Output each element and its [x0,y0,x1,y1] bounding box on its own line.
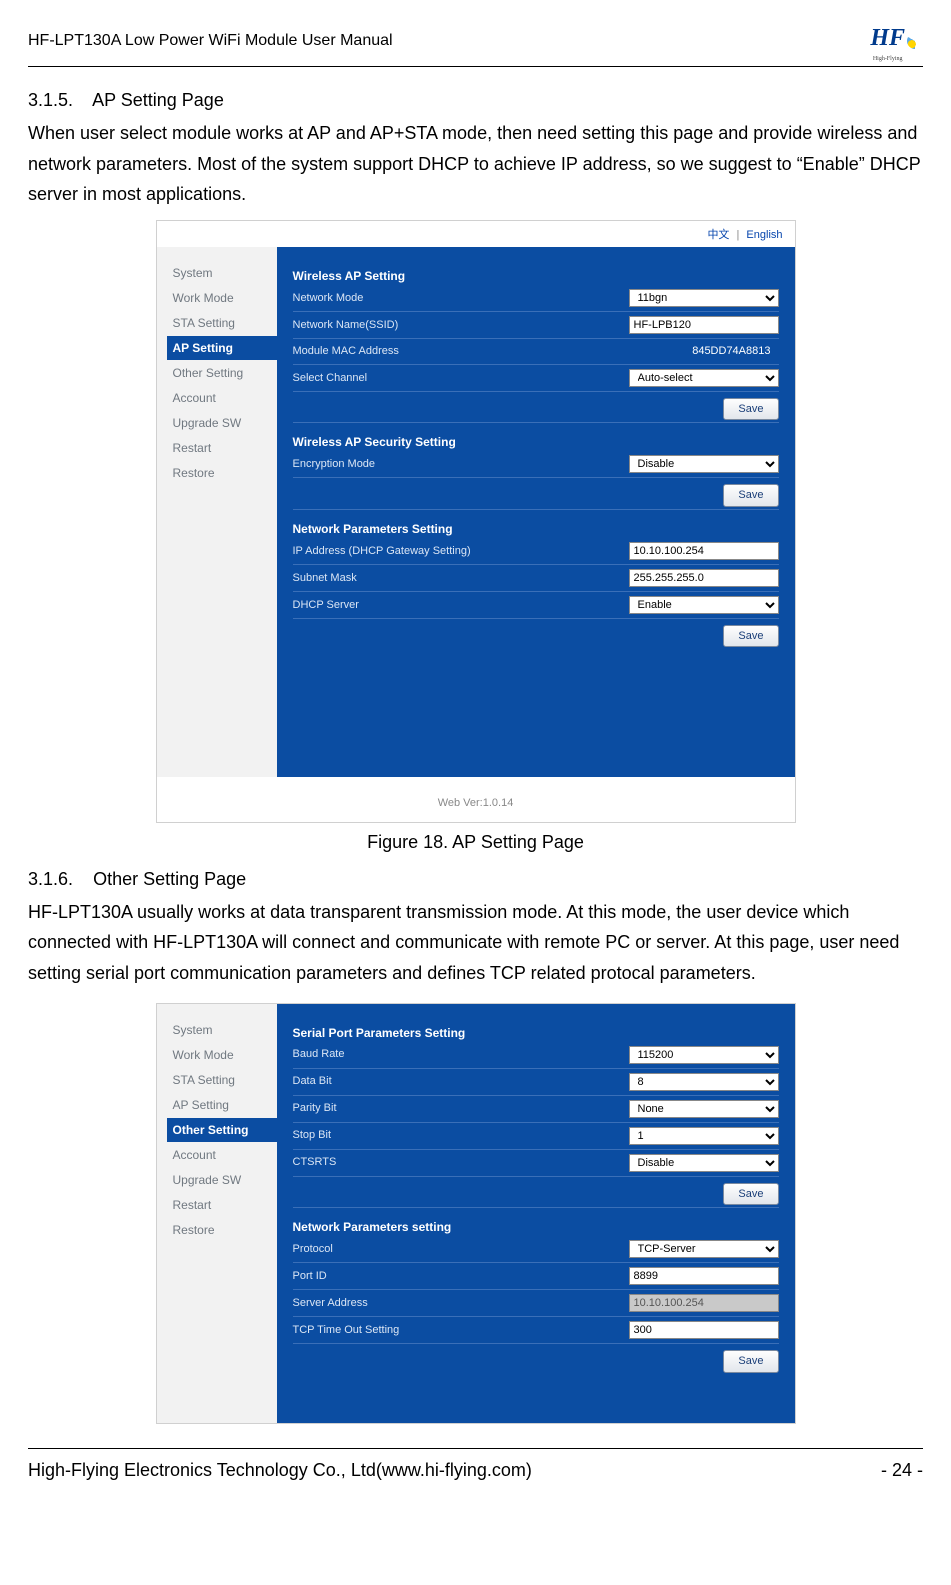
figure-other-screenshot: System Work Mode STA Setting AP Setting … [156,1003,796,1424]
sidebar-item-sta[interactable]: STA Setting [167,311,277,335]
sidebar-item-other[interactable]: Other Setting [167,1118,277,1142]
fig19-main-panel: Serial Port Parameters Setting Baud Rate… [277,1004,795,1423]
enc-label: Encryption Mode [293,456,629,473]
footer-page: - 24 - [881,1457,923,1484]
section-number: 3.1.6. [28,869,73,889]
logo-wave-icon [907,33,923,49]
footer-company: High-Flying Electronics Technology Co., … [28,1457,532,1484]
group-sec-title: Wireless AP Security Setting [293,433,779,451]
timeout-label: TCP Time Out Setting [293,1322,629,1339]
section-number: 3.1.5. [28,90,73,110]
group-wap-title: Wireless AP Setting [293,267,779,285]
dhcp-select[interactable]: Enable [629,596,779,614]
mac-label: Module MAC Address [293,343,693,360]
network-mode-label: Network Mode [293,290,629,307]
network-mode-select[interactable]: 11bgn [629,289,779,307]
channel-label: Select Channel [293,370,629,387]
port-input[interactable] [629,1267,779,1285]
sidebar-item-system[interactable]: System [167,261,277,285]
sidebar-item-upgrade[interactable]: Upgrade SW [167,411,277,435]
baud-label: Baud Rate [293,1046,629,1063]
sidebar-item-ap[interactable]: AP Setting [167,1093,277,1117]
timeout-input[interactable] [629,1321,779,1339]
logo-subtext: High-Flying [870,56,905,62]
sidebar-item-ap[interactable]: AP Setting [167,336,277,360]
fig18-footer: Web Ver:1.0.14 [157,777,795,822]
baud-select[interactable]: 115200 [629,1046,779,1064]
lang-en-link[interactable]: English [746,229,782,241]
fig18-main-panel: Wireless AP Setting Network Mode 11bgn N… [277,247,795,777]
sidebar-item-account[interactable]: Account [167,1143,277,1167]
databit-select[interactable]: 8 [629,1073,779,1091]
channel-select[interactable]: Auto-select [629,369,779,387]
logo: HF High-Flying [870,20,923,62]
sidebar-item-workmode[interactable]: Work Mode [167,286,277,310]
section-title: AP Setting Page [92,90,224,110]
parity-select[interactable]: None [629,1100,779,1118]
port-label: Port ID [293,1268,629,1285]
group-net2-title: Network Parameters setting [293,1218,779,1236]
doc-header: HF-LPT130A Low Power WiFi Module User Ma… [28,20,923,67]
wap-save-button[interactable]: Save [723,398,778,421]
ip-label: IP Address (DHCP Gateway Setting) [293,543,629,560]
fig18-spacer [293,649,779,759]
mask-label: Subnet Mask [293,570,629,587]
ctsrts-label: CTSRTS [293,1154,629,1171]
enc-select[interactable]: Disable [629,455,779,473]
ip-input[interactable] [629,542,779,560]
doc-title: HF-LPT130A Low Power WiFi Module User Ma… [28,29,393,53]
fig18-sidebar: System Work Mode STA Setting AP Setting … [157,247,277,777]
section-heading-316: 3.1.6. Other Setting Page [28,866,923,893]
doc-footer: High-Flying Electronics Technology Co., … [28,1448,923,1484]
sidebar-item-restore[interactable]: Restore [167,461,277,485]
figure-18-caption: Figure 18. AP Setting Page [28,829,923,856]
addr-input [629,1294,779,1312]
sidebar-item-other[interactable]: Other Setting [167,361,277,385]
section-heading-315: 3.1.5. AP Setting Page [28,87,923,114]
mac-value: 845DD74A8813 [692,343,778,360]
sidebar-item-upgrade[interactable]: Upgrade SW [167,1168,277,1192]
sidebar-item-account[interactable]: Account [167,386,277,410]
sidebar-item-workmode[interactable]: Work Mode [167,1043,277,1067]
stop-label: Stop Bit [293,1127,629,1144]
sidebar-item-restart[interactable]: Restart [167,1193,277,1217]
ssid-label: Network Name(SSID) [293,317,629,334]
logo-text: HF [870,25,905,51]
proto-select[interactable]: TCP-Server [629,1240,779,1258]
language-switch: 中文 | English [157,221,795,248]
sidebar-item-system[interactable]: System [167,1018,277,1042]
section-315-paragraph: When user select module works at AP and … [28,118,923,210]
ctsrts-select[interactable]: Disable [629,1154,779,1172]
fig19-spacer [293,1375,779,1405]
sec-save-button[interactable]: Save [723,484,778,507]
group-serial-title: Serial Port Parameters Setting [293,1024,779,1042]
sidebar-item-sta[interactable]: STA Setting [167,1068,277,1092]
lang-separator: | [737,229,740,241]
sidebar-item-restart[interactable]: Restart [167,436,277,460]
section-title: Other Setting Page [93,869,246,889]
section-316-paragraph: HF-LPT130A usually works at data transpa… [28,897,923,989]
lang-cn-link[interactable]: 中文 [707,229,729,241]
sidebar-item-restore[interactable]: Restore [167,1218,277,1242]
dhcp-label: DHCP Server [293,597,629,614]
ssid-input[interactable] [629,316,779,334]
parity-label: Parity Bit [293,1100,629,1117]
net2-save-button[interactable]: Save [723,1350,778,1373]
serial-save-button[interactable]: Save [723,1183,778,1206]
figure-18-screenshot: 中文 | English System Work Mode STA Settin… [156,220,796,823]
net-save-button[interactable]: Save [723,625,778,648]
addr-label: Server Address [293,1295,629,1312]
proto-label: Protocol [293,1241,629,1258]
stop-select[interactable]: 1 [629,1127,779,1145]
group-net-title: Network Parameters Setting [293,520,779,538]
mask-input[interactable] [629,569,779,587]
fig19-sidebar: System Work Mode STA Setting AP Setting … [157,1004,277,1423]
databit-label: Data Bit [293,1073,629,1090]
